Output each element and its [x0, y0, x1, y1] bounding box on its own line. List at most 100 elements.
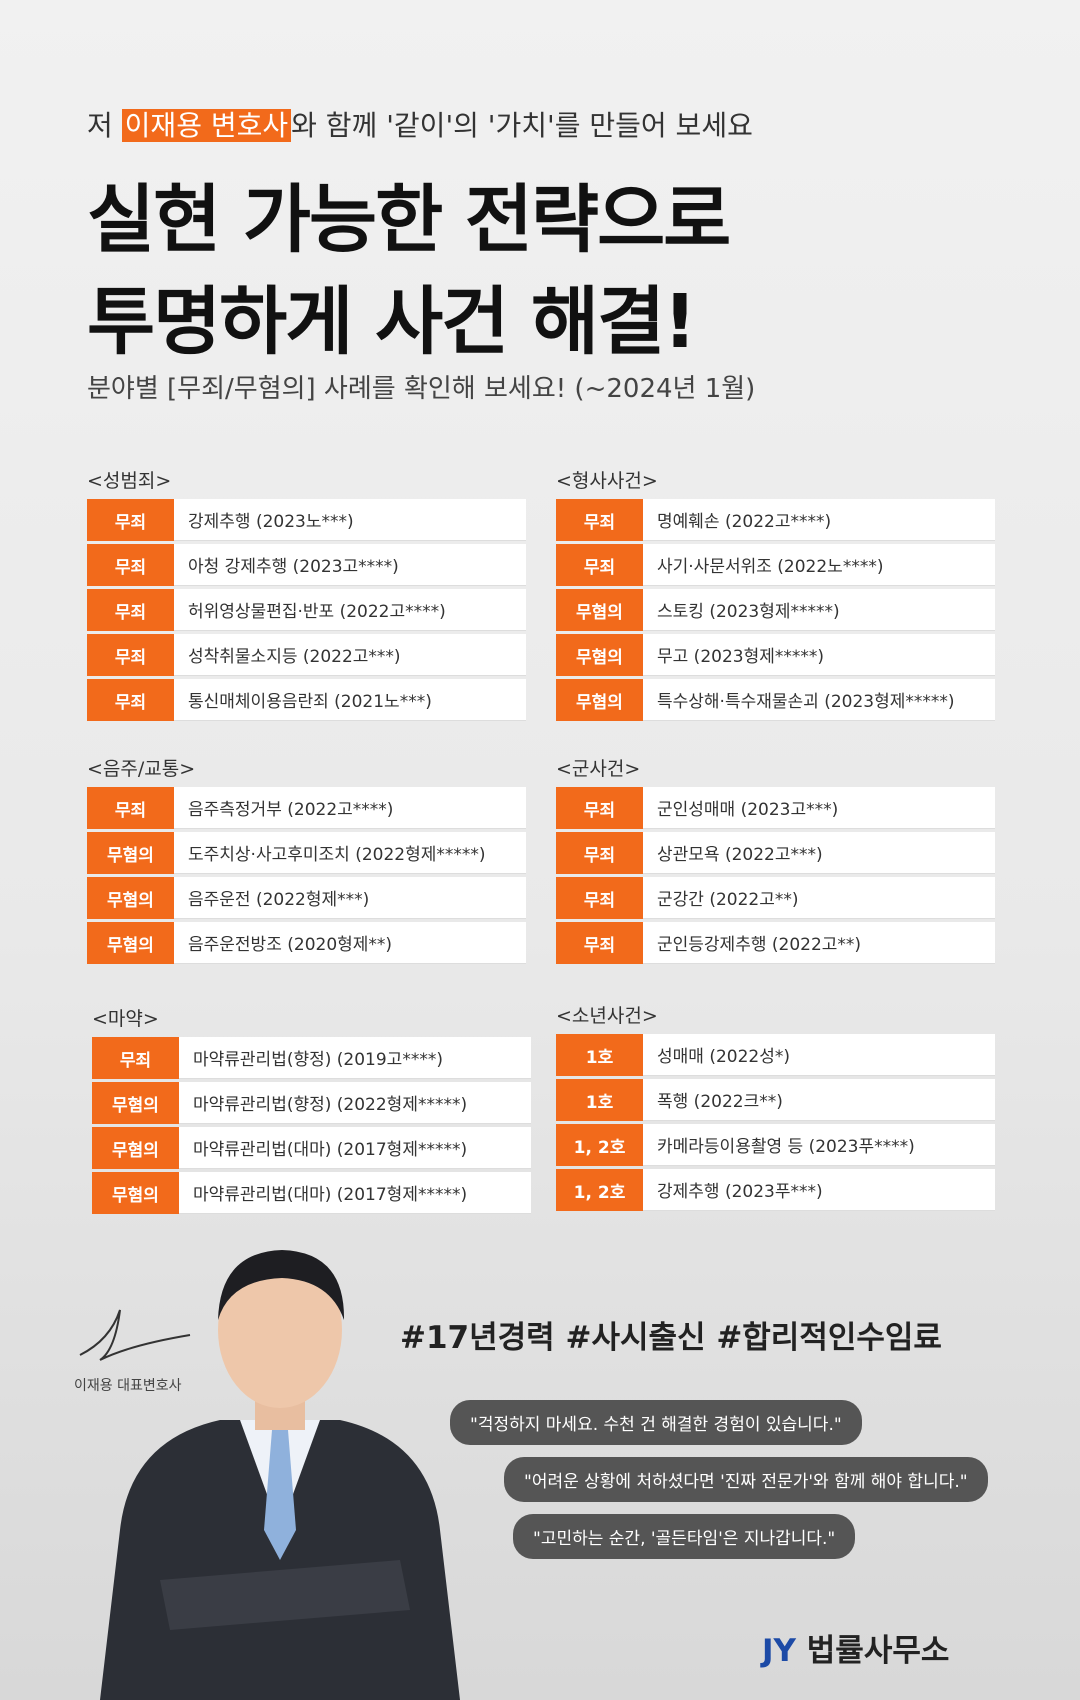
subtitle: 분야별 [무죄/무혐의] 사례를 확인해 보세요! (~2024년 1월)	[87, 374, 756, 404]
case-row: 무죄 아청 강제추행 (2023고****)	[87, 544, 526, 586]
case-row: 1호 성매매 (2022성*)	[556, 1034, 995, 1076]
case-section: <마약> 무죄 마약류관리법(향정) (2019고****) 무혐의 마약류관리법(향정…	[92, 1004, 531, 1217]
title-line: 투명하게 사건 해결!	[87, 279, 697, 365]
signature-caption: 이재용 대표변호사	[74, 1378, 182, 1394]
result-badge: 무혐의	[87, 877, 174, 919]
result-badge: 무죄	[556, 877, 643, 919]
result-badge: 무죄	[87, 589, 174, 631]
lawyer-photo	[100, 1250, 460, 1700]
case-text: 강제추행 (2023노***)	[174, 499, 526, 541]
case-text: 마약류관리법(향정) (2019고****)	[179, 1037, 531, 1079]
case-text: 특수상해·특수재물손괴 (2023형제*****)	[643, 679, 995, 721]
case-text: 성매매 (2022성*)	[643, 1034, 995, 1076]
case-row: 무혐의 음주운전 (2022형제***)	[87, 877, 526, 919]
case-text: 음주운전방조 (2020형제**)	[174, 922, 526, 964]
logo-mark: JY	[762, 1633, 796, 1669]
result-badge: 무혐의	[87, 922, 174, 964]
case-row: 무혐의 마약류관리법(향정) (2022형제*****)	[92, 1082, 531, 1124]
hashtags: #17년경력 #사시출신 #합리적인수임료	[400, 1320, 942, 1356]
case-row: 무죄 군인성매매 (2023고***)	[556, 787, 995, 829]
case-text: 군인등강제추행 (2022고**)	[643, 922, 995, 964]
section-title: <군사건>	[556, 758, 641, 780]
case-text: 군강간 (2022고**)	[643, 877, 995, 919]
section-title: <음주/교통>	[87, 758, 196, 780]
section-title: <소년사건>	[556, 1005, 658, 1027]
case-text: 상관모욕 (2022고***)	[643, 832, 995, 874]
intro-line: 저 이재용 변호사 와 함께 '같이'의 '가치'를 만들어 보세요	[87, 104, 753, 144]
case-row: 무죄 군강간 (2022고**)	[556, 877, 995, 919]
result-badge: 무혐의	[556, 589, 643, 631]
result-badge: 무혐의	[556, 679, 643, 721]
case-text: 도주치상·사고후미조치 (2022형제*****)	[174, 832, 526, 874]
case-text: 무고 (2023형제*****)	[643, 634, 995, 676]
case-row: 무죄 허위영상물편집·반포 (2022고****)	[87, 589, 526, 631]
result-badge: 무죄	[556, 832, 643, 874]
result-badge: 무죄	[92, 1037, 179, 1079]
case-row: 무혐의 도주치상·사고후미조치 (2022형제*****)	[87, 832, 526, 874]
case-text: 강제추행 (2023푸***)	[643, 1169, 995, 1211]
quote-bubble: "어려운 상황에 처하셨다면 '진짜 전문가'와 함께 해야 합니다."	[504, 1457, 988, 1502]
result-badge: 무죄	[556, 922, 643, 964]
case-section: <군사건> 무죄 군인성매매 (2023고***) 무죄 상관모욕 (2022고***)…	[556, 754, 995, 967]
quote-bubble: "걱정하지 마세요. 수천 건 해결한 경험이 있습니다."	[450, 1400, 862, 1445]
case-text: 통신매체이용음란죄 (2021노***)	[174, 679, 526, 721]
case-text: 마약류관리법(대마) (2017형제*****)	[179, 1172, 531, 1214]
case-row: 1호 폭행 (2022크**)	[556, 1079, 995, 1121]
result-badge: 1, 2호	[556, 1169, 643, 1211]
case-section: <성범죄> 무죄 강제추행 (2023노***) 무죄 아청 강제추행 (2023고**…	[87, 466, 526, 724]
case-text: 사기·사문서위조 (2022노****)	[643, 544, 995, 586]
case-row: 무죄 상관모욕 (2022고***)	[556, 832, 995, 874]
case-row: 1, 2호 강제추행 (2023푸***)	[556, 1169, 995, 1211]
case-text: 음주운전 (2022형제***)	[174, 877, 526, 919]
case-text: 마약류관리법(향정) (2022형제*****)	[179, 1082, 531, 1124]
result-badge: 무죄	[87, 499, 174, 541]
intro-highlight: 이재용 변호사	[121, 109, 292, 142]
case-text: 스토킹 (2023형제*****)	[643, 589, 995, 631]
case-text: 마약류관리법(대마) (2017형제*****)	[179, 1127, 531, 1169]
intro-suffix: 와 함께 '같이'의 '가치'를 만들어 보세요	[291, 109, 753, 142]
result-badge: 무죄	[87, 787, 174, 829]
case-row: 무죄 강제추행 (2023노***)	[87, 499, 526, 541]
case-row: 1, 2호 카메라등이용촬영 등 (2023푸****)	[556, 1124, 995, 1166]
logo: JY 법률사무소	[762, 1625, 949, 1670]
logo-text: 법률사무소	[806, 1633, 950, 1669]
title-line: 실현 가능한 전략으로	[87, 177, 731, 263]
case-text: 카메라등이용촬영 등 (2023푸****)	[643, 1124, 995, 1166]
case-section: <소년사건> 1호 성매매 (2022성*) 1호 폭행 (2022크**) 1, 2호 카…	[556, 1001, 995, 1214]
case-row: 무죄 음주측정거부 (2022고****)	[87, 787, 526, 829]
case-row: 무죄 사기·사문서위조 (2022노****)	[556, 544, 995, 586]
case-row: 무죄 성착취물소지등 (2022고***)	[87, 634, 526, 676]
case-text: 음주측정거부 (2022고****)	[174, 787, 526, 829]
signature-scribble	[79, 1309, 191, 1361]
result-badge: 무죄	[556, 499, 643, 541]
result-badge: 무혐의	[92, 1172, 179, 1214]
result-badge: 무혐의	[92, 1082, 179, 1124]
case-row: 무죄 군인등강제추행 (2022고**)	[556, 922, 995, 964]
quote-bubble: "고민하는 순간, '골든타임'은 지나갑니다."	[513, 1514, 856, 1559]
case-section: <음주/교통> 무죄 음주측정거부 (2022고****) 무혐의 도주치상·사고후미조…	[87, 754, 526, 967]
case-text: 허위영상물편집·반포 (2022고****)	[174, 589, 526, 631]
result-badge: 무죄	[87, 544, 174, 586]
case-text: 아청 강제추행 (2023고****)	[174, 544, 526, 586]
section-title: <형사사건>	[556, 470, 658, 492]
result-badge: 무혐의	[87, 832, 174, 874]
case-text: 명예훼손 (2022고****)	[643, 499, 995, 541]
case-text: 성착취물소지등 (2022고***)	[174, 634, 526, 676]
case-text: 폭행 (2022크**)	[643, 1079, 995, 1121]
case-row: 무혐의 마약류관리법(대마) (2017형제*****)	[92, 1172, 531, 1214]
result-badge: 1, 2호	[556, 1124, 643, 1166]
result-badge: 무죄	[87, 634, 174, 676]
result-badge: 무죄	[87, 679, 174, 721]
result-badge: 1호	[556, 1079, 643, 1121]
case-row: 무혐의 스토킹 (2023형제*****)	[556, 589, 995, 631]
result-badge: 무혐의	[92, 1127, 179, 1169]
case-row: 무혐의 마약류관리법(대마) (2017형제*****)	[92, 1127, 531, 1169]
section-title: <마약>	[92, 1008, 159, 1030]
case-row: 무혐의 특수상해·특수재물손괴 (2023형제*****)	[556, 679, 995, 721]
case-text: 군인성매매 (2023고***)	[643, 787, 995, 829]
case-row: 무죄 마약류관리법(향정) (2019고****)	[92, 1037, 531, 1079]
result-badge: 무혐의	[556, 634, 643, 676]
case-row: 무혐의 음주운전방조 (2020형제**)	[87, 922, 526, 964]
section-title: <성범죄>	[87, 470, 172, 492]
